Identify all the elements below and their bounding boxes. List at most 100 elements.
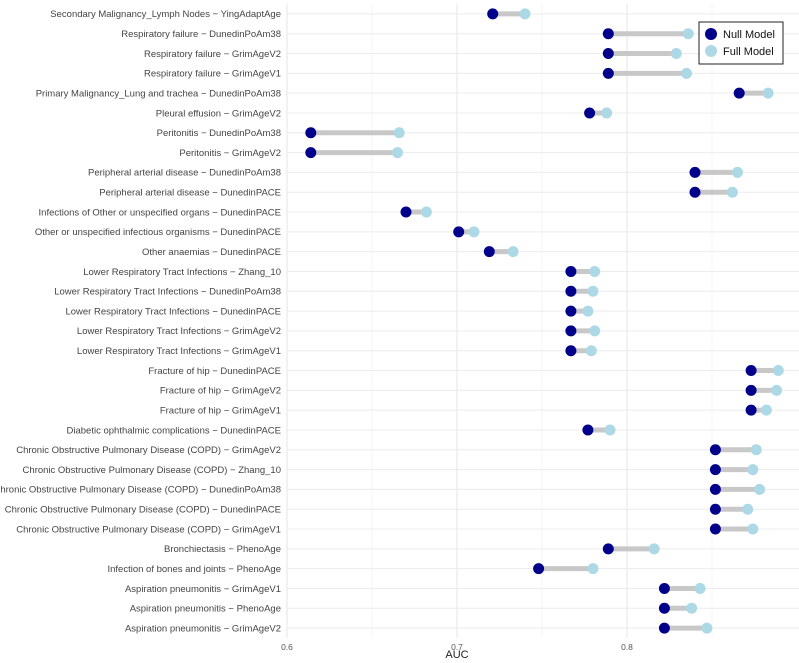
null-model-point [584, 107, 596, 119]
null-model-point [745, 365, 757, 377]
category-label: Chronic Obstructive Pulmonary Disease (C… [16, 445, 281, 456]
category-label: Fracture of hip − DunedinPACE [148, 366, 281, 377]
legend-full-label: Full Model [723, 46, 774, 58]
category-label: Lower Respiratory Tract Infections − Dun… [65, 306, 281, 317]
category-label: Chronic Obstructive Pulmonary Disease (C… [16, 524, 281, 535]
null-model-point [709, 523, 721, 535]
null-model-point [400, 206, 412, 218]
null-model-point [602, 67, 614, 79]
category-label: Chronic Obstructive Pulmonary Disease (C… [23, 465, 281, 476]
legend-null-label: Null Model [723, 29, 775, 41]
null-model-point [709, 503, 721, 515]
legend-null-dot [705, 28, 717, 40]
x-tick-label: 0.6 [281, 642, 293, 652]
full-model-point [604, 424, 616, 436]
legend: Null Model Full Model [698, 21, 784, 65]
category-label: Infection of bones and joints − PhenoAge [107, 564, 281, 575]
category-label: Chronic Obstructive Pulmonary Disease (C… [5, 505, 281, 516]
category-label: Aspiration pneumonitis − PhenoAge [130, 604, 281, 615]
category-label: Peripheral arterial disease − DunedinPoA… [88, 168, 281, 179]
null-model-point [658, 582, 670, 594]
full-model-point [392, 147, 403, 159]
full-model-point [732, 166, 743, 178]
full-model-point [468, 226, 480, 238]
full-model-point [507, 246, 519, 258]
category-label: Pleural effusion − GrimAgeV2 [156, 108, 281, 119]
null-model-point [689, 166, 701, 178]
full-model-point [694, 582, 706, 594]
category-label: Respiratory failure − GrimAgeV2 [144, 49, 281, 60]
null-model-point [565, 285, 577, 297]
full-model-point [701, 622, 713, 634]
legend-full-dot [705, 45, 717, 57]
null-model-point [709, 444, 721, 456]
full-model-point [762, 87, 774, 99]
null-model-point [658, 622, 670, 634]
category-labels: Secondary Malignancy_Lymph Nodes − YingA… [0, 9, 281, 634]
category-label: Lower Respiratory Tract Infections − Gri… [77, 346, 281, 357]
full-model-point [585, 345, 597, 357]
full-model-point [519, 8, 531, 20]
full-model-point [742, 503, 754, 515]
full-model-point [771, 384, 783, 396]
category-label: Infections of Other or unspecified organ… [39, 207, 281, 218]
full-model-point [760, 404, 772, 416]
full-model-point [681, 67, 692, 79]
null-model-point [453, 226, 465, 238]
null-model-point [305, 147, 317, 159]
category-label: Other or unspecified infectious organism… [35, 227, 281, 238]
x-tick-label: 0.7 [451, 642, 463, 652]
null-model-point [602, 28, 614, 40]
full-model-point [587, 285, 599, 297]
category-label: Aspiration pneumonitis − GrimAgeV2 [125, 623, 281, 634]
null-model-point [483, 246, 495, 258]
null-model-point [689, 186, 701, 198]
full-model-point [393, 127, 405, 139]
category-label: Secondary Malignancy_Lymph Nodes − YingA… [50, 9, 281, 20]
null-model-point [565, 345, 577, 357]
null-model-point [533, 563, 545, 575]
null-model-point [582, 424, 594, 436]
full-model-point [589, 325, 601, 337]
null-model-point [745, 384, 757, 396]
category-label: Peritonitis − DunedinPoAm38 [157, 128, 281, 139]
full-model-point [754, 483, 766, 495]
full-model-point [587, 563, 599, 575]
full-model-point [726, 186, 738, 198]
category-label: Respiratory failure − DunedinPoAm38 [121, 29, 281, 40]
category-label: Respiratory failure − GrimAgeV1 [144, 69, 281, 80]
category-label: Primary Malignancy_Lung and trachea − Du… [36, 88, 281, 99]
data-rows [305, 8, 784, 634]
full-model-point [686, 602, 698, 614]
null-model-point [658, 602, 670, 614]
category-label: Fracture of hip − GrimAgeV1 [160, 405, 281, 416]
x-axis-title: AUC [445, 649, 468, 661]
full-model-point [420, 206, 432, 218]
full-model-point [747, 464, 759, 476]
null-model-point [602, 48, 614, 60]
category-label: Diabetic ophthalmic complications − Dune… [67, 425, 281, 436]
null-model-point [305, 127, 317, 139]
full-model-point [750, 444, 762, 456]
full-model-point [747, 523, 759, 535]
full-model-point [601, 107, 613, 119]
category-label: Lower Respiratory Tract Infections − Zha… [83, 267, 281, 278]
category-label: Bronchiectasis − PhenoAge [164, 544, 281, 555]
full-model-point [670, 48, 682, 60]
full-model-point [589, 265, 601, 277]
full-model-point [582, 305, 594, 317]
category-label: Fracture of hip − GrimAgeV2 [160, 386, 281, 397]
category-label: Lower Respiratory Tract Infections − Dun… [54, 287, 281, 298]
category-label: Lower Respiratory Tract Infections − Gri… [77, 326, 281, 337]
category-label: Peritonitis − GrimAgeV2 [179, 148, 281, 159]
category-label: Chronic Obstructive Pulmonary Disease (C… [0, 485, 281, 496]
x-tick-label: 0.8 [621, 642, 633, 652]
full-model-point [682, 28, 694, 40]
null-model-point [745, 404, 757, 416]
null-model-point [709, 483, 721, 495]
category-label: Peripheral arterial disease − DunedinPAC… [99, 188, 281, 199]
null-model-point [565, 265, 577, 277]
grid [286, 4, 799, 638]
x-axis-ticks: 0.6 0.7 0.8 [281, 642, 633, 652]
